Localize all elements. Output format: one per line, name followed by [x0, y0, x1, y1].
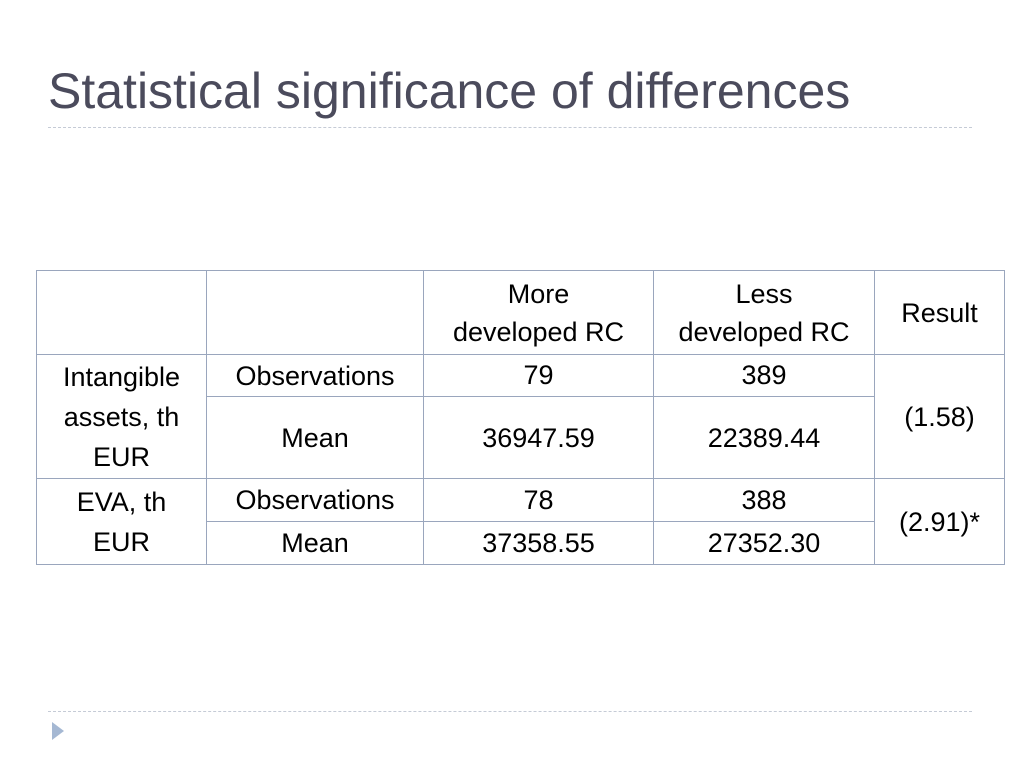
arrow-shape	[52, 722, 64, 740]
measure-cell: Observations	[206, 354, 424, 397]
table-row: Mean 36947.59 22389.44	[37, 396, 1005, 479]
column-header: Less developed RC	[653, 270, 875, 355]
bullet-arrow	[52, 722, 64, 740]
measure-cell: Mean	[206, 521, 424, 565]
result-cell: (1.58)	[874, 354, 1005, 479]
group-label: Intangible assets, th EUR	[36, 354, 207, 479]
measure-cell: Mean	[206, 396, 424, 479]
slide-title: Statistical significance of differences	[48, 63, 851, 119]
value-cell: 37358.55	[423, 521, 654, 565]
value-cell: 27352.30	[653, 521, 875, 565]
table-row: EVA, th EUR Observations 78 388 (2.91)*	[36, 478, 1005, 565]
table-row: Intangible assets, th EUR Observations 7…	[36, 354, 1005, 479]
value-cell: 22389.44	[653, 396, 875, 479]
footer-rule	[48, 711, 972, 712]
value-cell: 388	[653, 478, 875, 522]
data-table: More developed RC Less developed RC Resu…	[36, 270, 1005, 565]
result-cell: (2.91)*	[874, 478, 1005, 565]
value-cell: 78	[423, 478, 654, 522]
title-rule	[48, 127, 972, 128]
header-row: More developed RC Less developed RC Resu…	[36, 270, 1005, 355]
value-cell: 79	[423, 354, 654, 397]
value-cell: 36947.59	[423, 396, 654, 479]
measure-cell: Observations	[206, 478, 424, 522]
table-row: Mean 37358.55 27352.30	[37, 521, 1005, 565]
column-header: Result	[874, 270, 1005, 355]
empty-cell	[206, 270, 424, 355]
value-cell: 389	[653, 354, 875, 397]
column-header: More developed RC	[423, 270, 654, 355]
group-label: EVA, th EUR	[36, 478, 207, 565]
empty-cell	[36, 270, 207, 355]
